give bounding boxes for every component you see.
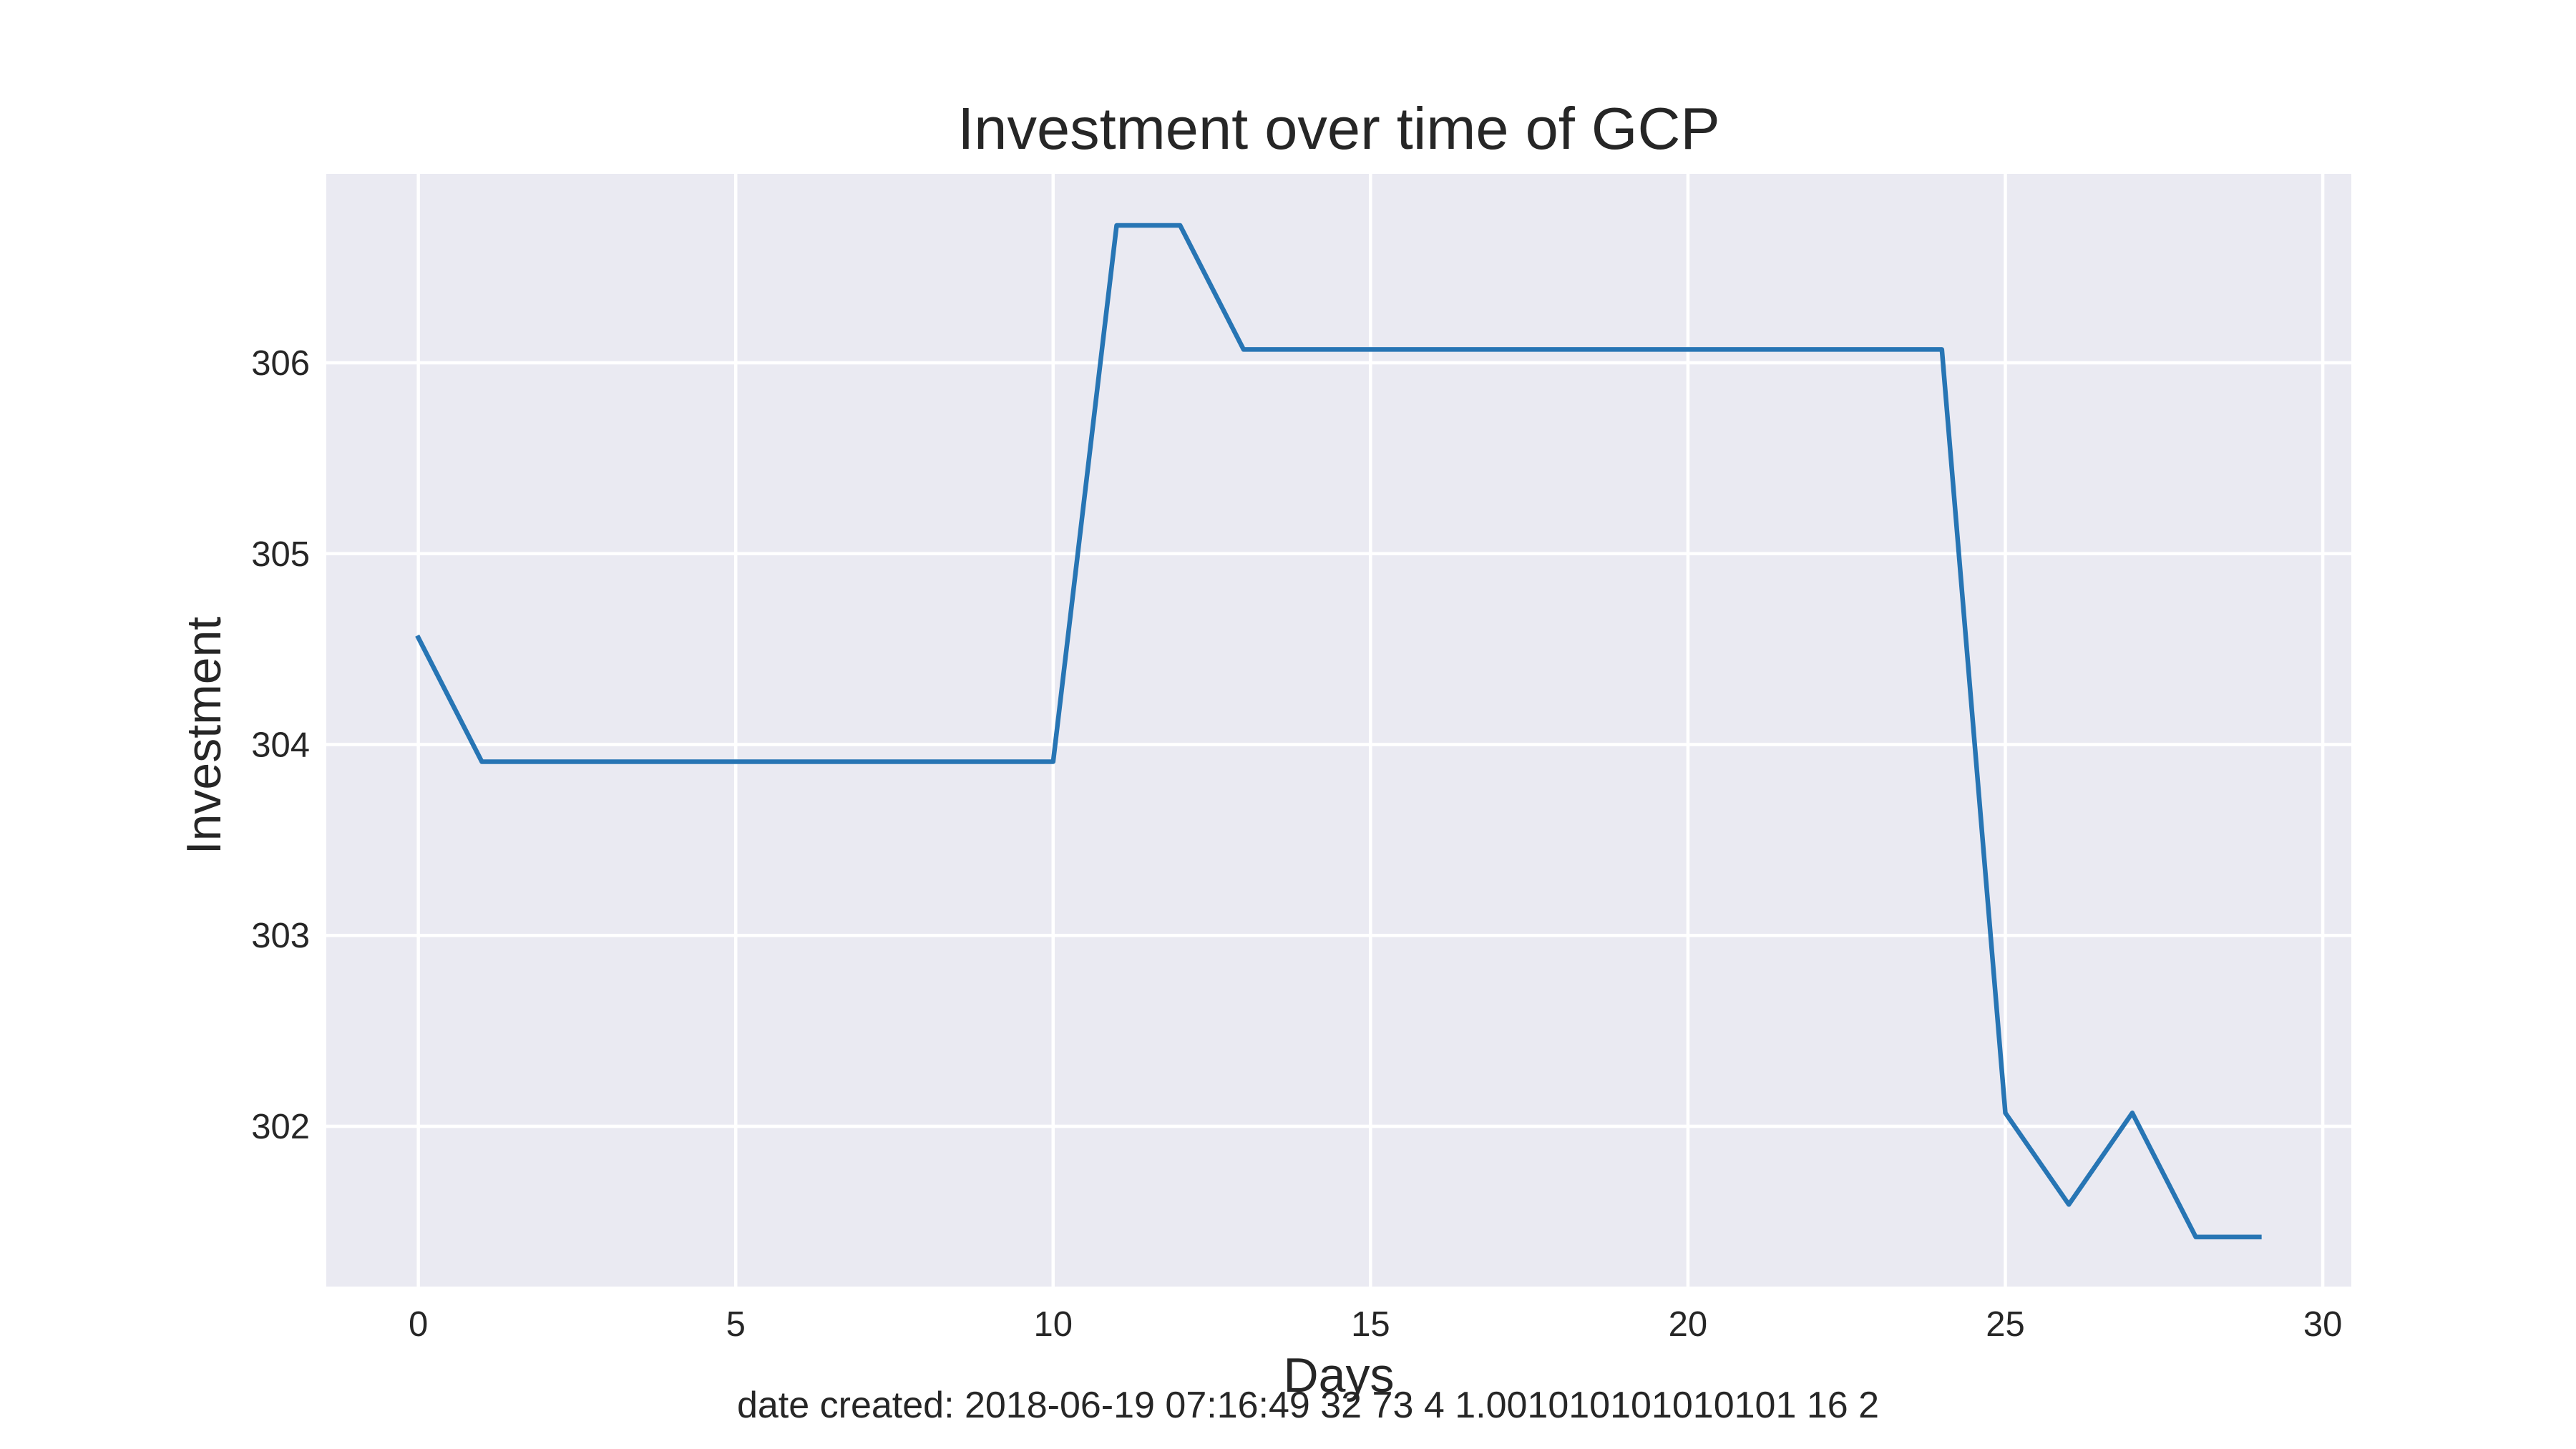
- footnote-text: date created: 2018-06-19 07:16:49 32 73 …: [737, 1385, 1879, 1426]
- x-tick-label: 5: [726, 1305, 746, 1344]
- plot-area: [326, 174, 2351, 1287]
- y-tick-label: 306: [251, 344, 310, 383]
- y-tick-label: 303: [251, 917, 310, 955]
- tick-labels: 0 5 10 15 20 25 30 302 303 304 305 306: [251, 344, 2342, 1344]
- series-layer: [415, 223, 2262, 1239]
- y-axis-label: Investment: [177, 617, 231, 855]
- x-tick-label: 30: [2303, 1305, 2343, 1344]
- x-tick-label: 25: [1986, 1305, 2025, 1344]
- y-tick-label: 305: [251, 535, 310, 574]
- x-axis-label: Days: [1284, 1348, 1395, 1402]
- x-tick-label: 10: [1034, 1305, 1073, 1344]
- x-tick-label: 0: [409, 1305, 428, 1344]
- y-tick-label: 302: [251, 1108, 310, 1146]
- chart-title: Investment over time of GCP: [957, 95, 1720, 162]
- x-tick-label: 15: [1351, 1305, 1390, 1344]
- series-line: [415, 223, 2262, 1239]
- x-tick-label: 20: [1669, 1305, 1708, 1344]
- gridlines: [326, 174, 2351, 1287]
- y-tick-label: 304: [251, 726, 310, 765]
